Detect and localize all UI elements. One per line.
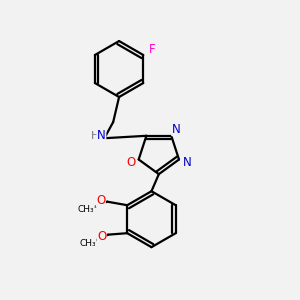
Text: O: O xyxy=(97,230,106,243)
Text: N: N xyxy=(97,129,106,142)
Text: CH₃: CH₃ xyxy=(79,239,96,248)
Text: N: N xyxy=(172,123,181,136)
Text: F: F xyxy=(149,44,155,56)
Text: O: O xyxy=(126,155,136,169)
Text: CH₃: CH₃ xyxy=(78,205,94,214)
Text: N: N xyxy=(182,155,191,169)
Text: H: H xyxy=(91,131,99,141)
Text: O: O xyxy=(96,194,105,207)
